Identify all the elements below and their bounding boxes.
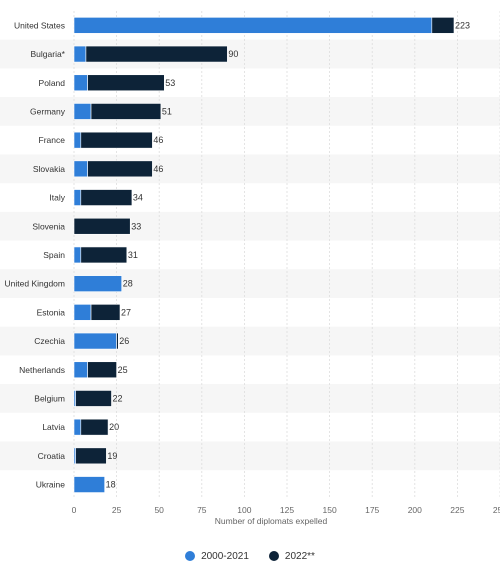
legend-marker-series-1 [185, 551, 196, 561]
value-label: 26 [119, 336, 129, 346]
bar-segment-series-2[interactable] [116, 332, 119, 350]
bar-segment-series-2[interactable] [75, 447, 107, 465]
value-label: 27 [121, 307, 131, 317]
bar-segment-series-2[interactable] [87, 74, 165, 92]
category-label: Bulgaria* [31, 49, 66, 59]
category-label: Belgium [34, 393, 65, 403]
value-label: 18 [106, 480, 116, 490]
bar-segment-series-2[interactable] [75, 390, 112, 407]
bar-segment-series-1[interactable] [73, 160, 88, 178]
value-labels: 223 90 53 51 46 46 34 33 31 28 27 26 25 22 20 19 18 [106, 20, 470, 489]
x-tick-labels: 0 25 50 75 100 125 150 175 200 225 250 [72, 505, 500, 515]
bar-segment-series-1[interactable] [73, 246, 82, 264]
x-axis-label: Number of diplomats expelled [215, 516, 328, 526]
category-label: Slovenia [32, 221, 65, 231]
bar-segment-series-1[interactable] [73, 103, 92, 120]
bar-segment-series-1[interactable] [73, 418, 82, 436]
legend-marker-series-2 [268, 551, 279, 561]
x-tick-label: 250 [493, 505, 500, 515]
x-tick-label: 200 [408, 505, 422, 515]
category-label: Latvia [42, 422, 65, 432]
bar-segment-series-1[interactable] [73, 45, 87, 63]
value-label: 46 [153, 135, 163, 145]
x-tick-label: 0 [72, 505, 77, 515]
legend: 2000-2021 2022** [0, 546, 500, 566]
bar-segment-series-1[interactable] [73, 332, 117, 350]
x-tick-label: 225 [450, 505, 464, 515]
value-label: 33 [131, 221, 141, 231]
category-label: United States [14, 20, 65, 30]
category-labels: United States Bulgaria* Poland Germany Franc… [5, 20, 66, 489]
value-label: 20 [109, 422, 119, 432]
category-label: Italy [49, 193, 65, 203]
value-label: 51 [162, 106, 172, 116]
bar-segment-series-2[interactable] [431, 17, 455, 34]
bar-segment-series-2[interactable] [80, 131, 153, 149]
value-label: 19 [107, 451, 117, 461]
category-label: Estonia [37, 307, 66, 317]
bars [73, 17, 455, 493]
category-label: Poland [39, 78, 66, 88]
bar-segment-series-1[interactable] [73, 17, 433, 34]
category-label: Netherlands [19, 365, 65, 375]
category-label: Germany [30, 106, 66, 116]
legend-label-series-1: 2000-2021 [201, 550, 249, 562]
x-tick-label: 50 [154, 505, 164, 515]
value-label: 34 [133, 193, 143, 203]
x-tick-label: 100 [237, 505, 251, 515]
value-label: 22 [112, 393, 122, 403]
x-tick-label: 175 [365, 505, 379, 515]
grid-lines [73, 11, 500, 499]
bar-segment-series-2[interactable] [80, 246, 128, 264]
category-label: Ukraine [36, 480, 66, 490]
legend-item-series-1[interactable]: 2000-2021 [185, 551, 249, 562]
bar-segment-series-1[interactable] [73, 275, 123, 292]
value-label: 31 [128, 250, 138, 260]
bar-segment-series-1[interactable] [73, 189, 82, 206]
bar-segment-series-1[interactable] [73, 131, 82, 149]
legend-item-series-2[interactable]: 2022** [268, 550, 315, 562]
bar-segment-series-1[interactable] [73, 74, 88, 92]
category-label: Spain [43, 250, 65, 260]
category-label: Croatia [38, 451, 66, 461]
value-label: 223 [455, 20, 470, 30]
bar-segment-series-2[interactable] [85, 45, 228, 63]
bar-segment-series-2[interactable] [80, 418, 109, 436]
bar-segment-series-1[interactable] [73, 361, 88, 379]
x-tick-label: 25 [112, 505, 122, 515]
bar-segment-series-2[interactable] [80, 189, 133, 206]
x-tick-label: 125 [280, 505, 294, 515]
bar-segment-series-1[interactable] [73, 304, 92, 321]
bar-segment-series-1[interactable] [73, 476, 105, 493]
x-tick-label: 150 [323, 505, 337, 515]
bar-segment-series-2[interactable] [87, 160, 153, 178]
bar-segment-series-2[interactable] [90, 304, 121, 321]
value-label: 28 [123, 279, 133, 289]
value-label: 53 [165, 78, 175, 88]
category-label: France [39, 135, 66, 145]
legend-label-series-2: 2022** [284, 550, 315, 562]
category-label: Czechia [34, 336, 65, 346]
bar-segment-series-2[interactable] [73, 217, 131, 235]
bar-segment-series-2[interactable] [90, 103, 162, 120]
value-label: 25 [118, 365, 128, 375]
category-label: United Kingdom [5, 279, 65, 289]
value-label: 90 [228, 49, 238, 59]
category-label: Slovakia [33, 164, 65, 174]
bar-segment-series-2[interactable] [87, 361, 117, 379]
x-tick-label: 75 [197, 505, 207, 515]
value-label: 46 [153, 164, 163, 174]
